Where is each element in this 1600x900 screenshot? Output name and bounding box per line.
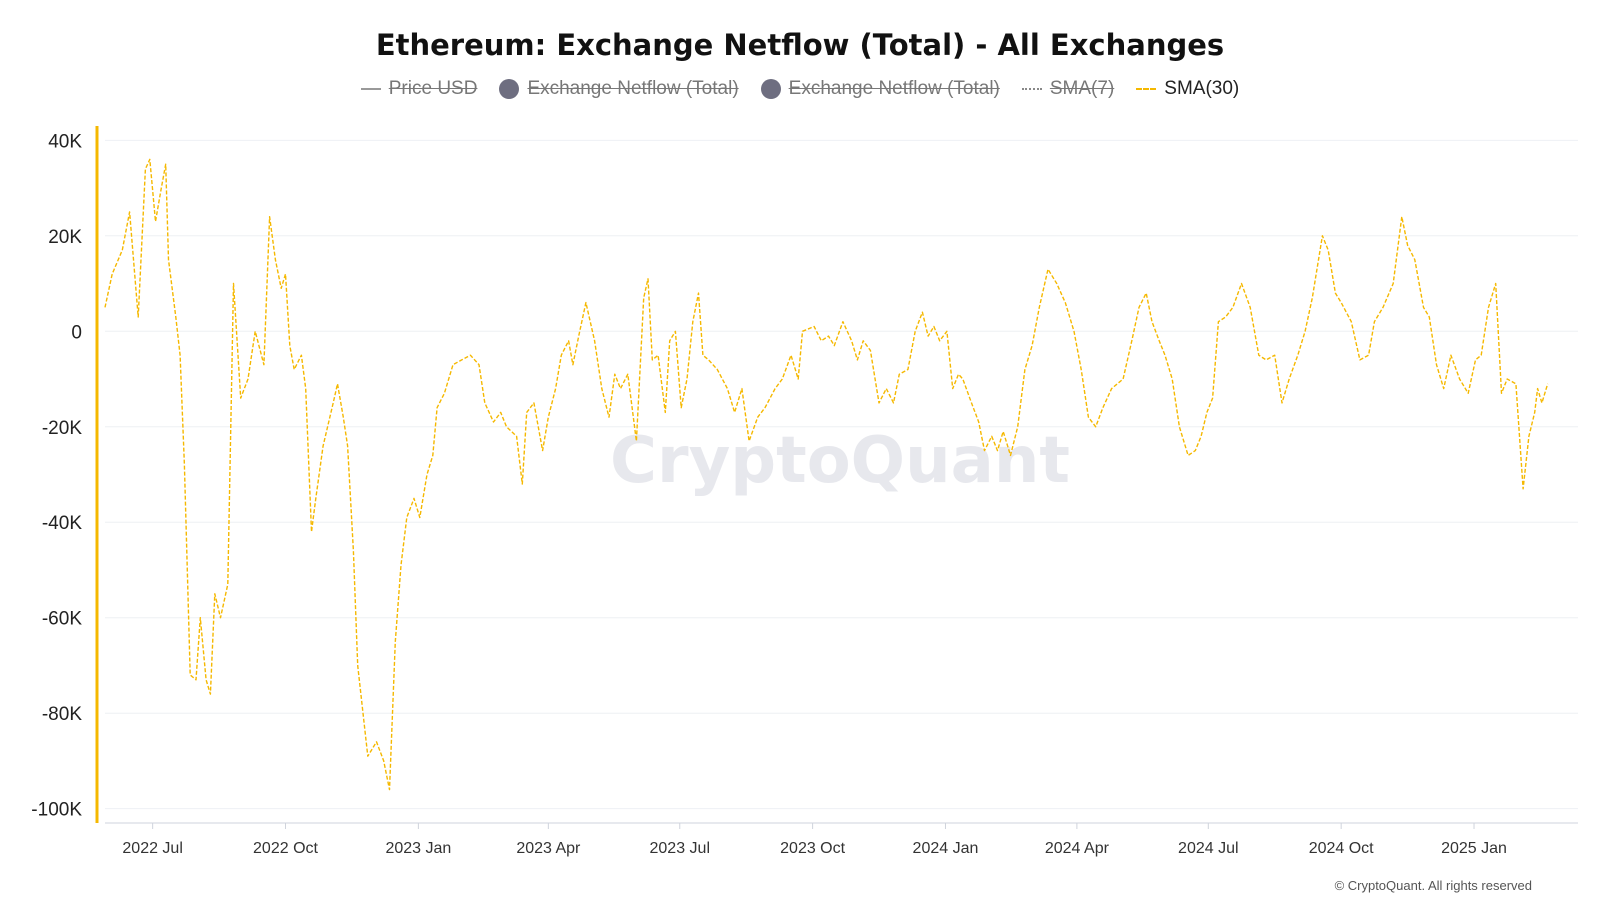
legend-label: Price USD: [388, 78, 478, 99]
gridlines: [105, 139, 1578, 810]
legend-swatch: [1021, 88, 1042, 90]
x-tick-label: 2023 Apr: [516, 840, 581, 857]
y-tick-label: -40K: [42, 513, 82, 534]
legend-label: Exchange Netflow (Total): [527, 78, 739, 99]
x-tick-label: 2022 Jul: [122, 840, 183, 857]
x-tick-label: 2024 Jul: [1178, 840, 1239, 857]
y-tick-label: 20K: [48, 227, 82, 248]
y-tick-label: -80K: [42, 704, 82, 725]
legend-swatch: [1136, 88, 1157, 90]
legend-label: SMA(7): [1049, 78, 1115, 99]
y-axis-ticks: 40K 20K 0 -20K -40K -60K -80K -100K: [31, 131, 82, 820]
series-layer: [104, 158, 1549, 791]
watermark: CryptoQuant: [610, 424, 1070, 498]
y-tick-label: -100K: [31, 800, 82, 821]
x-tick-label: 2023 Oct: [780, 840, 845, 857]
x-tick-label: 2025 Jan: [1441, 840, 1507, 857]
x-tick-label: 2024 Oct: [1309, 840, 1374, 857]
legend-item-5[interactable]: SMA(30): [1136, 78, 1239, 100]
x-tick-label: 2023 Jul: [650, 840, 711, 857]
y-tick-label: -20K: [42, 418, 82, 439]
x-axis-ticks: 2022 Jul 2022 Oct 2023 Jan 2023 Apr 2023 Jul…: [122, 823, 1507, 857]
y-tick-label: -60K: [42, 609, 82, 630]
x-tick-label: 2023 Jan: [385, 840, 451, 857]
legend-swatch: [760, 79, 781, 99]
legend-swatch: [360, 88, 381, 90]
legend: Price USD Exchange Netflow (Total) Exchang…: [0, 78, 1600, 100]
legend-item-3[interactable]: Exchange Netflow (Total): [760, 78, 1000, 100]
legend-item-2[interactable]: Exchange Netflow (Total): [499, 78, 739, 100]
x-tick-label: 2024 Jan: [913, 840, 979, 857]
legend-label: Exchange Netflow (Total): [788, 78, 1000, 99]
x-tick-label: 2024 Apr: [1045, 840, 1110, 857]
copyright-text: © CryptoQuant. All rights reserved: [1334, 878, 1532, 893]
legend-item-4[interactable]: SMA(7): [1021, 78, 1115, 100]
legend-swatch: [499, 79, 520, 99]
chart-title: Ethereum: Exchange Netflow (Total) - All…: [375, 28, 1225, 62]
y-tick-label: 40K: [48, 131, 82, 152]
y-tick-label: 0: [71, 322, 82, 343]
legend-item-1[interactable]: Price USD: [360, 78, 478, 100]
series-line-sma30: [104, 158, 1549, 791]
x-tick-label: 2022 Oct: [253, 840, 318, 857]
legend-label: SMA(30): [1164, 78, 1240, 99]
